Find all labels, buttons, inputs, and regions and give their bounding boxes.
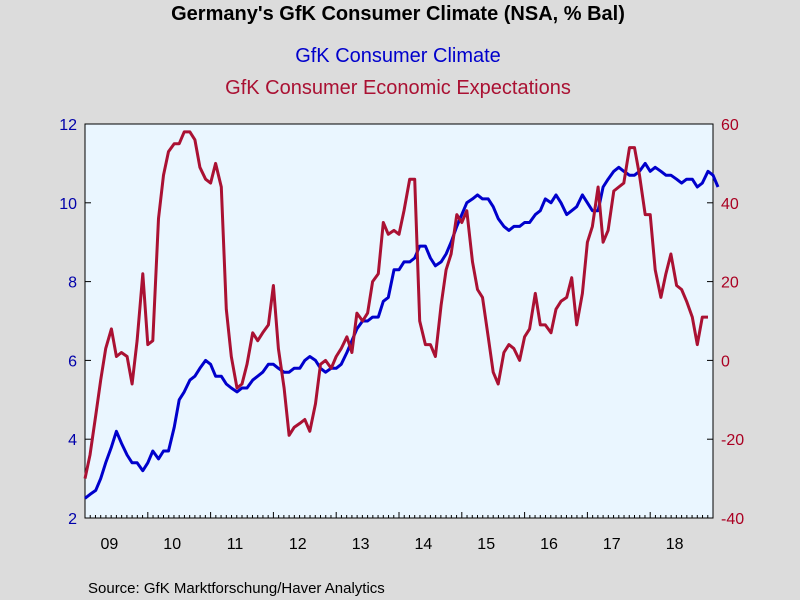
y-right-tick-label: 40 xyxy=(721,196,739,213)
y-right-tick-label: -40 xyxy=(721,511,744,528)
y-left-tick-label: 6 xyxy=(68,353,77,370)
x-tick-label: 13 xyxy=(352,536,370,553)
y-right-tick-label: 20 xyxy=(721,275,739,292)
x-tick-label: 12 xyxy=(289,536,307,553)
y-right-tick-label: 60 xyxy=(721,117,739,134)
y-right-tick-label: 0 xyxy=(721,353,730,370)
plot-area xyxy=(84,123,714,519)
y-right-tick-label: -20 xyxy=(721,432,744,449)
series-line-consumer-climate xyxy=(84,161,720,500)
x-tick-label: 17 xyxy=(603,536,621,553)
legend-entry-consumer-climate: GfK Consumer Climate xyxy=(295,45,501,67)
x-tick-label: 15 xyxy=(477,536,495,553)
x-tick-label: 11 xyxy=(227,536,244,553)
x-tick-label: 14 xyxy=(415,536,433,553)
series-lines xyxy=(83,130,720,500)
x-tick-label: 09 xyxy=(101,536,119,553)
y-left-tick-label: 12 xyxy=(59,117,77,134)
legend-entry-economic-expectations: GfK Consumer Economic Expectations xyxy=(225,77,571,99)
source-note: Source: GfK Marktforschung/Haver Analyti… xyxy=(88,580,385,597)
axes-ticks: 2 4 6 8 10 12 -40 -20 0 20 40 60 09 10 11 12 13 14 15 16 17 1… xyxy=(59,117,744,553)
y-left-tick-label: 8 xyxy=(68,275,77,292)
chart-title: Germany's GfK Consumer Climate (NSA, % B… xyxy=(171,3,625,25)
y-left-tick-label: 10 xyxy=(59,196,77,213)
y-left-tick-label: 2 xyxy=(68,511,77,528)
y-left-tick-label: 4 xyxy=(68,432,77,449)
x-tick-label: 18 xyxy=(666,536,684,553)
x-tick-label: 10 xyxy=(163,536,181,553)
x-tick-label: 16 xyxy=(540,536,558,553)
series-line-economic-expectations xyxy=(83,130,708,479)
